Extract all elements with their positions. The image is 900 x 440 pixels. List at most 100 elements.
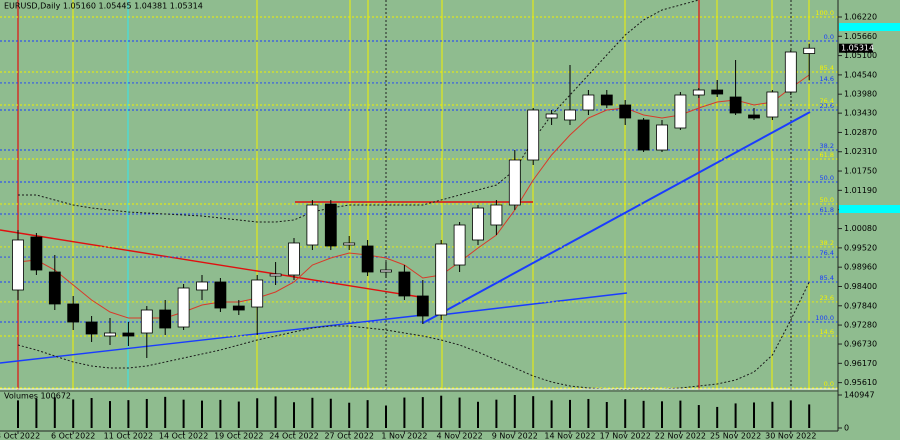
x-tick-label: 14 Nov 2022 [544,432,595,440]
candle-body [288,242,300,276]
candle-body [435,243,448,316]
candles [12,43,816,358]
volume-tick-label: 0 [844,424,849,433]
candle-body [545,113,558,119]
fib-label: 23.6 [820,102,834,110]
candle-body [361,245,374,273]
y-tick-label: 1.02870 [844,128,877,137]
candle-body [766,91,779,118]
trend-line [0,314,424,364]
candle-body [508,159,521,206]
y-tick-label: 0.96170 [844,359,877,368]
candle-body [251,279,264,308]
fib-label: 76.4 [820,97,834,105]
y-tick-label: 1.03980 [844,90,877,99]
candle-body [380,269,392,273]
candle-body [177,287,190,328]
y-tick-label: 1.01750 [844,167,877,176]
chart-title: EURUSD,Daily 1.05160 1.05445 1.04381 1.0… [4,2,203,11]
candle-body [711,89,724,95]
indicator-line [18,0,699,223]
candle-body [67,303,80,323]
candle-body [784,51,797,93]
x-tick-label: 24 Oct 2022 [269,432,318,440]
x-tick-label: 6 Oct 2022 [51,432,95,440]
trend-line [0,229,421,298]
fib-label: 100.0 [815,314,834,322]
candle-body [453,224,466,266]
candle-body [656,124,668,151]
candle-body [122,332,135,337]
candle-body [692,89,705,96]
candle-body [48,271,61,305]
y-tick-label: 1.02310 [844,147,877,156]
fib-label: 0.0 [824,380,834,388]
candle-body [104,332,116,337]
candle-body [527,109,540,161]
x-tick-label: 22 Nov 2022 [655,432,706,440]
indicator-line [17,281,810,390]
fib-label: 85.4 [820,274,834,282]
x-tick-label: 1 Nov 2022 [381,432,427,440]
candle-body [729,96,742,114]
y-tick-label: 0.97840 [844,301,877,310]
y-tick-label: 0.96730 [844,340,877,349]
candle-body [232,305,245,311]
y-tick-label: 0.97280 [844,321,877,330]
fib-label: 76.4 [820,249,834,257]
x-tick-label: 27 Oct 2022 [324,432,373,440]
candle-body [564,109,576,121]
x-tick-label: 3 Oct 2022 [0,432,40,440]
x-tick-label: 9 Nov 2022 [492,432,538,440]
fib-label: 38.2 [820,142,834,150]
y-tick-label: 0.98960 [844,263,877,272]
alert-marker [839,23,900,31]
trend-line [439,292,628,316]
x-tick-label: 4 Nov 2022 [437,432,483,440]
candle-body [416,295,429,317]
x-tick-label: 11 Oct 2022 [104,432,153,440]
candle-body [582,94,595,111]
x-tick-label: 25 Nov 2022 [710,432,761,440]
candle-body [269,273,282,277]
candle-body [196,281,208,291]
x-tick-label: 30 Nov 2022 [765,432,816,440]
fib-label: 50.0 [820,196,834,204]
candle-body [803,47,816,54]
candle-body [472,207,484,241]
fib-label: 14.6 [820,328,834,336]
y-tick-label: 0.99520 [844,243,877,252]
candle-body [324,203,337,247]
candle-body [12,239,24,291]
volume-bars [17,395,811,428]
fib-label: 61.8 [820,151,834,159]
x-tick-label: 17 Nov 2022 [600,432,651,440]
candle-body [214,281,227,309]
last-price-box [839,43,873,53]
y-tick-label: 0.98400 [844,282,877,291]
fibonacci-levels: 0.0 14.6 23.6 38.2 50.0 61.8 76.4 85.4 100.0 100.… [0,9,838,389]
fib-label: 0.0 [824,33,834,41]
candle-body [748,114,760,119]
fib-label: 61.8 [820,206,834,214]
candle-body [619,104,632,119]
candle-body [85,321,98,335]
candle-body [398,271,411,297]
fib-label: 50.0 [820,174,834,182]
candle-body [490,204,503,226]
candle-body [159,309,172,329]
candle-body [600,94,613,106]
axes: 1.06220 1.05660 1.05100 1.04540 1.03980 1.034… [0,12,877,440]
y-tick-label: 1.06220 [844,12,877,21]
y-tick-label: 1.04540 [844,70,877,79]
candle-body [343,242,356,246]
volume-label: Volumes 100672 [4,392,71,401]
x-tick-label: 19 Oct 2022 [214,432,263,440]
x-tick-label: 14 Oct 2022 [159,432,208,440]
y-tick-label: 0.95610 [844,378,877,387]
fib-label: 100.0 [815,9,834,17]
candle-body [674,94,687,129]
candle-body [637,119,650,151]
y-tick-label: 1.05100 [844,51,877,60]
